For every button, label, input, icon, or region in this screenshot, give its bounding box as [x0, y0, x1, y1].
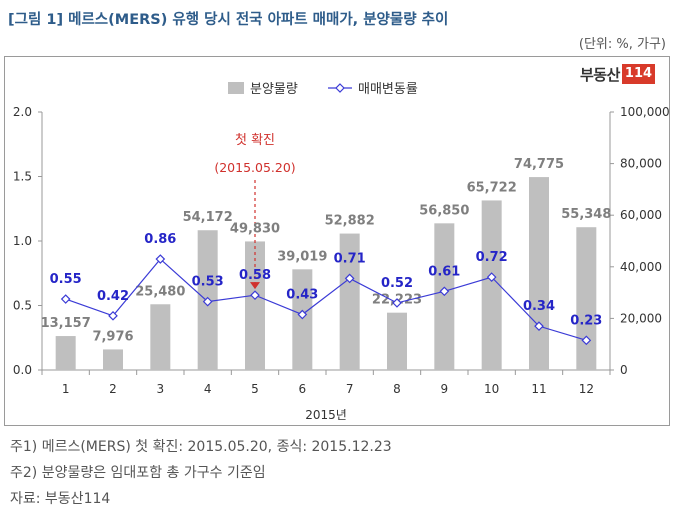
- line-data-label: 0.23: [570, 313, 602, 328]
- line-data-label: 0.42: [97, 289, 129, 304]
- line-data-label: 0.34: [523, 299, 555, 314]
- bar: [481, 200, 502, 370]
- line-point: [344, 273, 355, 284]
- logo-badge: 114: [621, 64, 656, 84]
- bar-data-label: 65,722: [467, 180, 517, 195]
- chart-title: [그림 1] 메르스(MERS) 유행 당시 전국 아파트 매매가, 분양물량 …: [8, 12, 449, 28]
- bar-data-label: 13,157: [41, 316, 91, 331]
- line-data-label: 0.72: [476, 250, 508, 265]
- y-left-tick-label: 0.5: [13, 299, 32, 313]
- bar: [150, 304, 171, 370]
- logo-text: 부동산: [580, 65, 620, 84]
- legend-bar-swatch: [228, 82, 244, 94]
- line-point: [297, 309, 308, 320]
- footnote-1: 주1) 메르스(MERS) 첫 확진: 2015.05.20, 종식: 2015…: [10, 439, 392, 455]
- line-data-label: 0.55: [50, 272, 82, 287]
- bar-data-label: 56,850: [419, 203, 469, 218]
- bar-data-label: 54,172: [183, 210, 233, 225]
- annotation-label: 첫 확진: [235, 133, 275, 148]
- line-data-label: 0.61: [428, 264, 460, 279]
- line-point: [581, 335, 592, 346]
- line-data-label: 0.52: [381, 276, 413, 291]
- x-axis-label: 2015년: [305, 408, 347, 422]
- y-right-tick-label: 40,000: [620, 260, 662, 274]
- x-tick-label: 11: [531, 382, 546, 396]
- y-right-tick-label: 20,000: [620, 311, 662, 325]
- legend-bar-label: 분양물량: [250, 82, 298, 97]
- x-tick-label: 1: [62, 382, 70, 396]
- unit-label: (단위: %, 가구): [578, 37, 666, 52]
- bar: [434, 223, 455, 370]
- bar-data-label: 74,775: [514, 157, 564, 172]
- y-right-tick-label: 60,000: [620, 208, 662, 222]
- footnote-2: 주2) 분양물량은 임대포함 총 가구수 기준임: [10, 465, 266, 481]
- line-series: [65, 258, 587, 341]
- line-data-label: 0.86: [144, 232, 176, 247]
- line-point: [486, 272, 497, 282]
- x-tick-label: 2: [109, 382, 117, 396]
- y-right-tick-label: 80,000: [620, 157, 662, 171]
- bar: [529, 177, 549, 370]
- legend-line-marker: [335, 83, 345, 93]
- line-data-label: 0.58: [239, 268, 271, 283]
- legend-line-label: 매매변동률: [358, 82, 418, 97]
- footnote-source: 자료: 부동산114: [10, 491, 111, 507]
- bar: [292, 269, 313, 370]
- bar-data-label: 7,976: [92, 329, 133, 344]
- x-tick-label: 9: [441, 382, 449, 396]
- annotation-arrow-head: [250, 282, 260, 290]
- line-data-label: 0.53: [192, 275, 224, 290]
- line-data-label: 0.71: [334, 251, 366, 266]
- footnotes: 주1) 메르스(MERS) 첫 확진: 2015.05.20, 종식: 2015…: [10, 434, 392, 512]
- x-tick-label: 7: [346, 382, 354, 396]
- line-point: [439, 286, 450, 297]
- line-point: [250, 290, 260, 301]
- bar: [55, 336, 76, 370]
- line-point: [108, 310, 118, 321]
- x-tick-label: 12: [579, 382, 594, 396]
- bar-data-label: 52,882: [325, 214, 375, 229]
- x-tick-label: 3: [157, 382, 165, 396]
- y-left-tick-label: 1.0: [13, 234, 32, 248]
- bar-data-label: 55,348: [561, 207, 611, 222]
- x-tick-label: 6: [299, 382, 307, 396]
- y-left-tick-label: 2.0: [13, 105, 32, 119]
- line-point: [155, 254, 166, 264]
- bar: [103, 349, 123, 370]
- x-tick-label: 4: [204, 382, 212, 396]
- line-data-label: 0.43: [286, 288, 318, 303]
- y-right-tick-label: 100,000: [620, 105, 670, 119]
- x-tick-label: 8: [393, 382, 401, 396]
- x-tick-label: 10: [484, 382, 499, 396]
- bar-data-label: 39,019: [277, 249, 327, 264]
- y-left-tick-label: 0.0: [13, 363, 32, 377]
- x-tick-label: 5: [251, 382, 259, 396]
- bar: [387, 312, 407, 370]
- brand-logo: 부동산 114: [580, 63, 656, 85]
- bar: [339, 233, 360, 370]
- line-point: [534, 321, 544, 331]
- line-point: [202, 296, 213, 307]
- bar-data-label: 49,830: [230, 221, 280, 236]
- bar: [576, 227, 597, 370]
- line-point: [60, 294, 71, 304]
- annotation-date: (2015.05.20): [214, 160, 295, 175]
- y-right-tick-label: 0: [620, 363, 628, 377]
- y-left-tick-label: 1.5: [13, 170, 32, 184]
- bar: [245, 241, 265, 370]
- line-point: [392, 298, 402, 308]
- bar-data-label: 25,480: [135, 284, 185, 299]
